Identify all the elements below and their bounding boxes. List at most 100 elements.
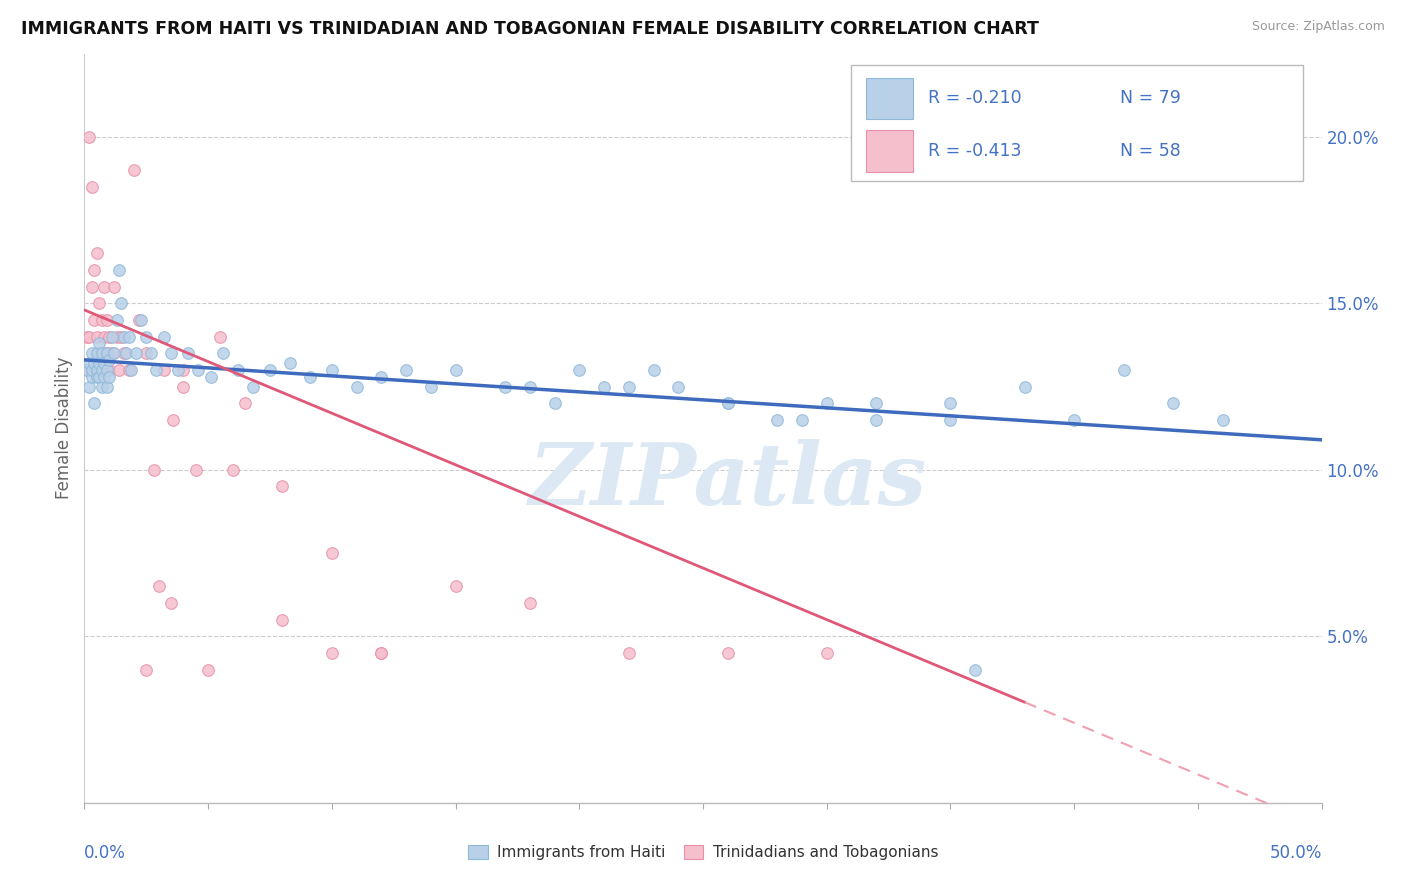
Point <box>108 263 131 277</box>
Point <box>815 396 838 410</box>
Point <box>93 329 115 343</box>
Point <box>242 379 264 393</box>
Point <box>939 413 962 427</box>
Point <box>103 346 125 360</box>
Point <box>152 363 174 377</box>
Text: ZIPatlas: ZIPatlas <box>529 439 927 523</box>
Point <box>80 369 103 384</box>
Point <box>83 263 105 277</box>
Point <box>519 379 541 393</box>
FancyBboxPatch shape <box>852 65 1303 181</box>
Point <box>965 663 987 677</box>
FancyBboxPatch shape <box>866 130 914 171</box>
Point <box>184 463 207 477</box>
Point <box>96 313 118 327</box>
Point <box>118 363 141 377</box>
Point <box>79 379 101 393</box>
Point <box>717 396 740 410</box>
Point <box>222 463 245 477</box>
Point <box>321 546 343 560</box>
Point <box>86 346 108 360</box>
Point <box>80 346 103 360</box>
Point <box>939 396 962 410</box>
Point <box>129 313 152 327</box>
Point <box>96 379 118 393</box>
Point <box>110 296 132 310</box>
Text: 50.0%: 50.0% <box>1270 844 1322 862</box>
Point <box>444 363 467 377</box>
Point <box>122 163 145 178</box>
Point <box>98 329 121 343</box>
Point <box>370 646 392 660</box>
Point <box>80 179 103 194</box>
FancyBboxPatch shape <box>866 78 914 120</box>
Point <box>98 363 121 377</box>
Point <box>128 313 150 327</box>
Point <box>98 369 121 384</box>
Point <box>865 396 887 410</box>
Point <box>98 352 121 367</box>
Point <box>79 363 101 377</box>
Point <box>86 246 108 260</box>
Point <box>865 413 887 427</box>
Point <box>100 346 122 360</box>
Point <box>90 379 112 393</box>
Point <box>278 356 301 370</box>
Point <box>519 596 541 610</box>
Point <box>370 369 392 384</box>
Point <box>89 356 111 370</box>
Point <box>370 646 392 660</box>
Point <box>89 296 111 310</box>
Point <box>108 363 131 377</box>
Point <box>666 379 689 393</box>
Point <box>419 379 441 393</box>
Point <box>643 363 665 377</box>
Point <box>76 363 98 377</box>
Point <box>259 363 281 377</box>
Point <box>112 346 135 360</box>
Point <box>135 329 157 343</box>
Text: R = -0.210: R = -0.210 <box>928 89 1022 107</box>
Point <box>617 379 640 393</box>
Point <box>1212 413 1234 427</box>
Point <box>76 329 98 343</box>
Point <box>717 396 740 410</box>
Text: N = 58: N = 58 <box>1121 142 1181 160</box>
Point <box>90 313 112 327</box>
Point <box>90 363 112 377</box>
Point <box>271 479 294 493</box>
Point <box>1063 413 1085 427</box>
Point <box>162 413 184 427</box>
Point <box>187 363 209 377</box>
Point <box>80 363 103 377</box>
Point <box>90 346 112 360</box>
Point <box>145 363 167 377</box>
Point <box>766 413 789 427</box>
Point <box>200 369 222 384</box>
Point <box>93 363 115 377</box>
Point <box>112 329 135 343</box>
Point <box>93 369 115 384</box>
Point <box>135 663 157 677</box>
Point <box>172 379 194 393</box>
Point <box>226 363 249 377</box>
Point <box>96 346 118 360</box>
Point <box>167 363 190 377</box>
Point <box>110 329 132 343</box>
Point <box>233 396 256 410</box>
Point <box>125 346 148 360</box>
Point <box>395 363 418 377</box>
Text: Source: ZipAtlas.com: Source: ZipAtlas.com <box>1251 20 1385 33</box>
Point <box>86 363 108 377</box>
Point <box>346 379 368 393</box>
Point <box>135 346 157 360</box>
Point <box>142 463 165 477</box>
Point <box>790 413 813 427</box>
Point <box>93 356 115 370</box>
Point <box>617 646 640 660</box>
Point <box>1014 379 1036 393</box>
Point <box>90 346 112 360</box>
Text: IMMIGRANTS FROM HAITI VS TRINIDADIAN AND TOBAGONIAN FEMALE DISABILITY CORRELATIO: IMMIGRANTS FROM HAITI VS TRINIDADIAN AND… <box>21 20 1039 37</box>
Point <box>89 346 111 360</box>
Point <box>80 363 103 377</box>
